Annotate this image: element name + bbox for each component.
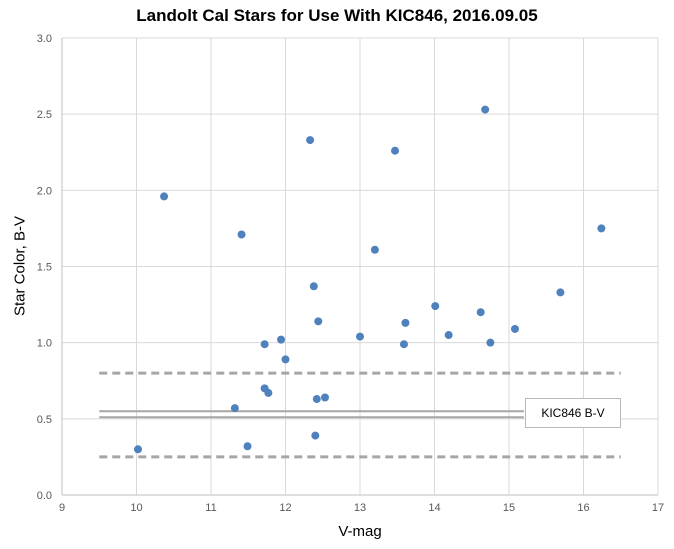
data-point	[306, 136, 315, 145]
annotation-kic846-bv: KIC846 B-V	[525, 398, 621, 428]
y-tick-label: 1.0	[37, 338, 52, 350]
data-point	[476, 308, 485, 317]
y-tick-label: 1.5	[37, 262, 52, 274]
x-tick-label: 10	[130, 502, 142, 514]
y-tick-label: 0.0	[37, 490, 52, 502]
data-point	[486, 338, 495, 347]
data-point	[391, 146, 400, 155]
data-point	[510, 324, 519, 333]
data-point	[370, 245, 379, 254]
chart-title: Landolt Cal Stars for Use With KIC846, 2…	[136, 6, 538, 25]
data-point	[399, 340, 408, 349]
data-point	[133, 445, 142, 454]
y-tick-label: 2.0	[37, 185, 52, 197]
x-tick-label: 14	[428, 502, 440, 514]
x-tick-label: 13	[354, 502, 366, 514]
x-tick-label: 11	[205, 502, 216, 514]
data-point	[597, 224, 606, 233]
data-point	[243, 442, 252, 451]
data-point	[320, 393, 329, 402]
y-axis-label: Star Color, B-V	[11, 215, 29, 317]
data-point	[444, 331, 453, 340]
data-point	[237, 230, 246, 239]
data-point	[481, 105, 490, 114]
x-axis-label: V-mag	[338, 523, 382, 540]
data-point	[431, 302, 440, 311]
data-point	[264, 388, 273, 397]
x-tick-label: 17	[652, 502, 664, 514]
data-point	[277, 335, 286, 344]
data-point	[281, 355, 290, 364]
data-point	[160, 192, 169, 201]
data-point	[314, 317, 323, 326]
y-tick-label: 2.5	[37, 109, 52, 121]
data-point	[556, 288, 565, 297]
x-tick-label: 16	[577, 502, 589, 514]
y-tick-label: 0.5	[37, 414, 52, 426]
reference-lines	[99, 371, 621, 459]
data-point	[311, 431, 320, 440]
axes	[61, 38, 658, 496]
data-point	[309, 282, 318, 291]
data-point	[356, 332, 364, 341]
data-point	[312, 395, 321, 404]
data-point	[260, 340, 269, 349]
x-tick-label: 15	[503, 502, 515, 514]
tick-labels: 9 10 11 12 13 14 15 16 17 0.0 0.5 1.0 1.5 2.0 2.5 3.0	[37, 33, 664, 514]
y-tick-label: 3.0	[37, 33, 52, 45]
data-point	[401, 318, 410, 327]
x-tick-label: 12	[279, 502, 291, 514]
data-points	[133, 105, 606, 454]
x-tick-label: 9	[59, 502, 65, 514]
data-point	[230, 404, 239, 413]
